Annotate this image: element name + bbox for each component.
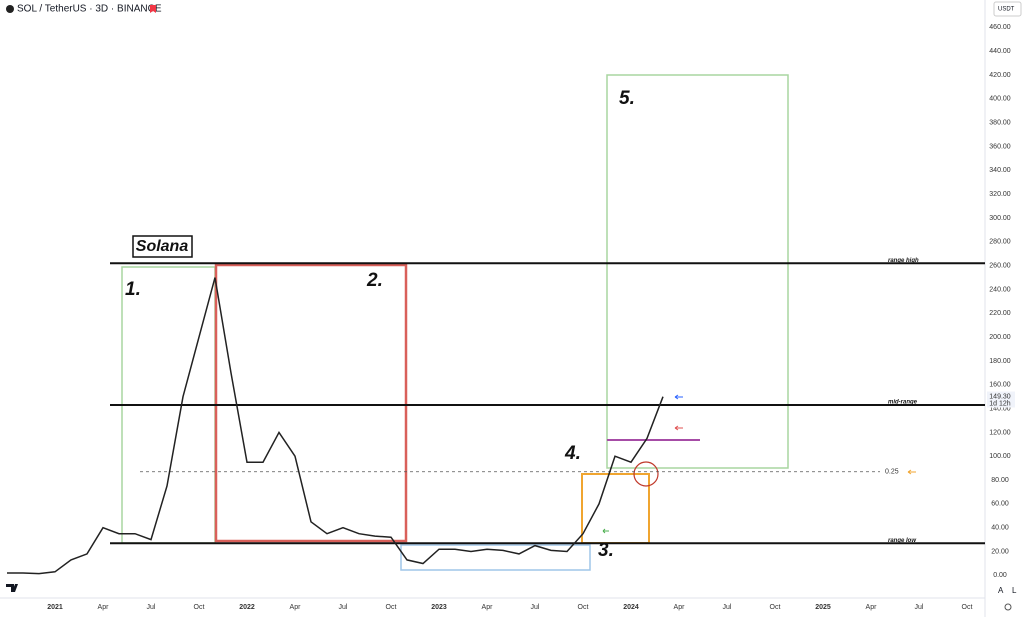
y-tick-label: 440.00 xyxy=(989,48,1011,55)
x-tick-label: Oct xyxy=(770,604,781,611)
level-label: range high xyxy=(888,258,919,264)
level-label: range low xyxy=(888,538,916,544)
box-label: 2. xyxy=(366,270,383,291)
x-tick-label: Jul xyxy=(915,604,924,611)
x-tick-label: Apr xyxy=(866,604,878,611)
x-tick-label: Jul xyxy=(723,604,732,611)
y-tick-label: 360.00 xyxy=(989,143,1011,150)
countdown: 1d 12h xyxy=(989,400,1011,407)
box-3 xyxy=(400,544,591,571)
symbol-icon xyxy=(6,5,14,13)
y-tick-label: 460.00 xyxy=(989,24,1011,31)
symbol-title: SOL / TetherUS · 3D · BINANCE xyxy=(17,4,162,15)
arrow xyxy=(674,394,683,400)
y-tick-label: 100.00 xyxy=(989,453,1011,460)
currency-button[interactable] xyxy=(993,1,1022,17)
scale-auto[interactable]: A xyxy=(998,586,1004,595)
tv-logo xyxy=(6,584,18,592)
x-tick-label: 2023 xyxy=(431,604,447,611)
x-tick-label: Jul xyxy=(339,604,348,611)
arrow xyxy=(907,469,916,475)
price-tag-label: 149.30 xyxy=(989,393,1011,400)
y-tick-label: 380.00 xyxy=(989,120,1011,127)
y-tick-label: 20.00 xyxy=(991,548,1009,555)
y-tick-label: 120.00 xyxy=(989,429,1011,436)
box-label: 3. xyxy=(598,540,614,561)
x-tick-label: 2021 xyxy=(47,604,63,611)
box-2 xyxy=(214,263,408,543)
level-label: 0.25 xyxy=(885,469,899,476)
scale-log[interactable]: L xyxy=(1012,586,1017,595)
x-tick-label: Apr xyxy=(98,604,110,611)
y-tick-label: 240.00 xyxy=(989,286,1011,293)
y-tick-label: 280.00 xyxy=(989,239,1011,246)
y-tick-label: 260.00 xyxy=(989,262,1011,269)
y-tick-label: 60.00 xyxy=(991,501,1009,508)
y-tick-label: 80.00 xyxy=(991,477,1009,484)
arrow xyxy=(674,425,683,431)
y-tick-label: 300.00 xyxy=(989,215,1011,222)
y-tick-label: 200.00 xyxy=(989,334,1011,341)
price-line xyxy=(7,277,664,575)
y-tick-label: 340.00 xyxy=(989,167,1011,174)
y-tick-label: 160.00 xyxy=(989,382,1011,389)
box-label: 1. xyxy=(125,279,141,300)
y-tick-label: 0.00 xyxy=(993,572,1007,579)
circle-marker xyxy=(633,461,659,487)
x-tick-label: Jul xyxy=(531,604,540,611)
y-tick-label: 420.00 xyxy=(989,72,1011,79)
y-tick-label: 40.00 xyxy=(991,525,1009,532)
y-tick-label: 400.00 xyxy=(989,96,1011,103)
x-tick-label: Apr xyxy=(482,604,494,611)
level-label: mid-range xyxy=(888,400,918,406)
x-tick-label: Jul xyxy=(147,604,156,611)
x-tick-label: Apr xyxy=(674,604,686,611)
box-label: 5. xyxy=(619,88,635,109)
x-tick-label: Oct xyxy=(578,604,589,611)
flag-icon xyxy=(150,5,156,13)
settings-icon[interactable] xyxy=(1004,603,1012,611)
y-tick-label: 140.00 xyxy=(989,405,1011,412)
arrow xyxy=(602,528,609,534)
price-tag xyxy=(987,391,1015,408)
box-5 xyxy=(606,74,789,469)
x-tick-label: Oct xyxy=(194,604,205,611)
y-tick-label: 220.00 xyxy=(989,310,1011,317)
currency: USDT xyxy=(998,7,1015,13)
title-box xyxy=(132,235,193,258)
y-tick-label: 320.00 xyxy=(989,191,1011,198)
y-tick-label: 180.00 xyxy=(989,358,1011,365)
x-tick-label: 2024 xyxy=(623,604,639,611)
x-tick-label: 2025 xyxy=(815,604,831,611)
chart-title: Solana xyxy=(136,238,189,255)
box-label: 4. xyxy=(564,443,581,464)
x-tick-label: 2022 xyxy=(239,604,255,611)
x-tick-label: Apr xyxy=(290,604,302,611)
x-tick-label: Oct xyxy=(386,604,397,611)
x-tick-label: Oct xyxy=(962,604,973,611)
